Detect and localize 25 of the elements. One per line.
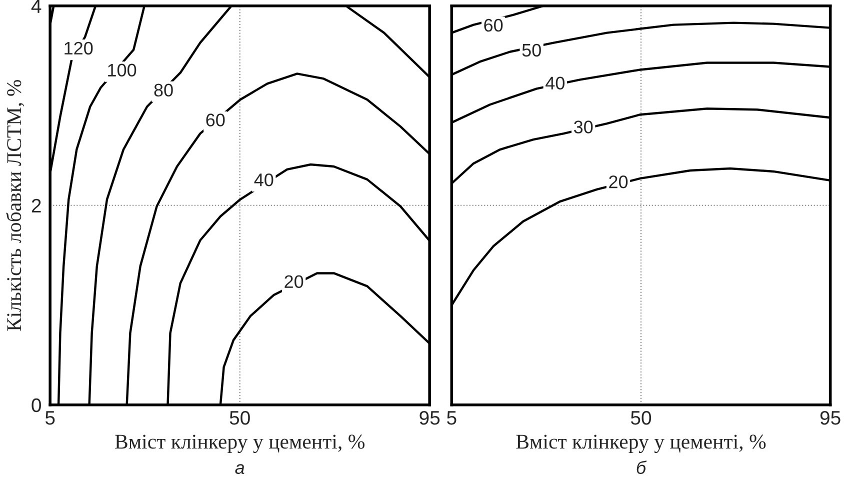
y-tick-label: 4	[31, 0, 42, 13]
annotation: 80	[154, 84, 173, 97]
annotation: 100	[108, 64, 136, 77]
annotation: 60	[206, 114, 225, 126]
annotation: 20	[609, 175, 628, 188]
annotation: 120	[64, 42, 93, 55]
annotation: 40	[254, 174, 274, 186]
annotation: 20	[284, 275, 304, 288]
x-axis-title: Вміст клінкеру у цементі, %	[115, 434, 365, 454]
x-tick-label: 5	[447, 411, 456, 425]
y-tick-label: 0	[32, 398, 41, 412]
annotation: 50	[522, 44, 541, 57]
annotation: 30	[574, 120, 593, 134]
x-tick-label: 50	[630, 410, 652, 425]
y-tick-label: 2	[32, 198, 41, 212]
x-axis-title: Вміст клінкеру у цементі, %	[516, 434, 766, 454]
annotation: 60	[484, 18, 503, 32]
annotation: 40	[546, 76, 565, 90]
x-tick-label: 50	[230, 410, 250, 425]
x-tick-label: 95	[420, 410, 440, 425]
x-tick-label: 95	[820, 410, 840, 425]
text: б	[636, 460, 647, 474]
text: а	[235, 464, 244, 474]
x-tick-label: 5	[45, 411, 55, 425]
y-axis-title: Кількість лобавки ЛСТМ, %	[6, 80, 24, 331]
